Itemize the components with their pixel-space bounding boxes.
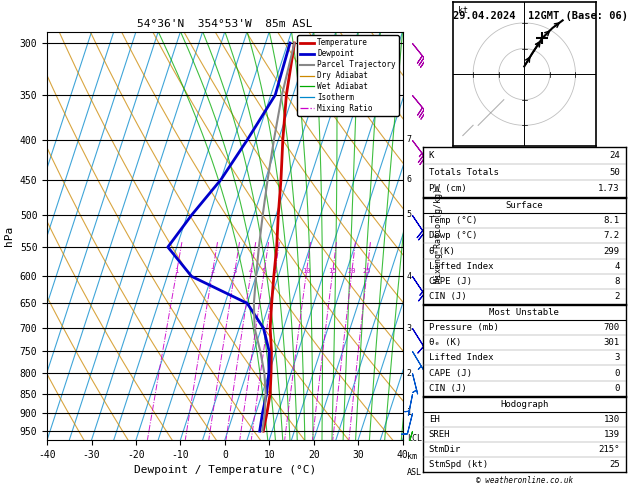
Text: 3: 3: [615, 353, 620, 363]
Text: 1: 1: [407, 408, 412, 417]
Text: 4: 4: [615, 261, 620, 271]
Text: Mixing Ratio (g/kg): Mixing Ratio (g/kg): [433, 188, 443, 283]
Text: StmSpd (kt): StmSpd (kt): [429, 460, 488, 469]
Text: Pressure (mb): Pressure (mb): [429, 323, 499, 332]
Text: 3: 3: [407, 324, 412, 333]
Text: 5: 5: [262, 268, 266, 274]
X-axis label: Dewpoint / Temperature (°C): Dewpoint / Temperature (°C): [134, 465, 316, 475]
Text: EH: EH: [429, 415, 440, 424]
Legend: Temperature, Dewpoint, Parcel Trajectory, Dry Adiabat, Wet Adiabat, Isotherm, Mi: Temperature, Dewpoint, Parcel Trajectory…: [297, 35, 399, 116]
Text: 24: 24: [609, 151, 620, 160]
Text: SREH: SREH: [429, 430, 450, 439]
Text: 2: 2: [210, 268, 214, 274]
Text: 0: 0: [615, 383, 620, 393]
Text: kt: kt: [458, 6, 468, 15]
Title: 54°36'N  354°53'W  85m ASL: 54°36'N 354°53'W 85m ASL: [137, 19, 313, 30]
Text: LCL: LCL: [407, 434, 422, 443]
Text: 3: 3: [232, 268, 237, 274]
Text: 215°: 215°: [598, 445, 620, 454]
Text: CIN (J): CIN (J): [429, 292, 467, 301]
Text: CAPE (J): CAPE (J): [429, 368, 472, 378]
Text: 299: 299: [604, 246, 620, 256]
Text: CAPE (J): CAPE (J): [429, 277, 472, 286]
Text: StmDir: StmDir: [429, 445, 461, 454]
Text: ASL: ASL: [407, 469, 422, 477]
Y-axis label: hPa: hPa: [4, 226, 14, 246]
Text: 25: 25: [362, 268, 371, 274]
Text: 0: 0: [615, 368, 620, 378]
Text: Lifted Index: Lifted Index: [429, 353, 493, 363]
Text: 8.1: 8.1: [604, 216, 620, 226]
Text: 139: 139: [604, 430, 620, 439]
Text: Totals Totals: Totals Totals: [429, 168, 499, 176]
Text: 29.04.2024  12GMT (Base: 06): 29.04.2024 12GMT (Base: 06): [453, 11, 628, 21]
Text: Temp (°C): Temp (°C): [429, 216, 477, 226]
Text: 1.73: 1.73: [598, 184, 620, 193]
Text: 301: 301: [604, 338, 620, 347]
Text: Lifted Index: Lifted Index: [429, 261, 493, 271]
Text: 2: 2: [407, 369, 412, 378]
Text: 700: 700: [604, 323, 620, 332]
Text: Dewp (°C): Dewp (°C): [429, 231, 477, 241]
Text: 7.2: 7.2: [604, 231, 620, 241]
Text: 5: 5: [407, 210, 412, 220]
Text: Surface: Surface: [506, 201, 543, 210]
Text: 15: 15: [328, 268, 337, 274]
Text: 7: 7: [407, 136, 412, 144]
Text: 6: 6: [407, 175, 412, 184]
Text: 10: 10: [302, 268, 311, 274]
Text: CIN (J): CIN (J): [429, 383, 467, 393]
Text: θₑ(K): θₑ(K): [429, 246, 455, 256]
Text: 2: 2: [615, 292, 620, 301]
Text: 8: 8: [615, 277, 620, 286]
Text: 4: 4: [248, 268, 253, 274]
Text: 50: 50: [609, 168, 620, 176]
Text: 1: 1: [174, 268, 179, 274]
Text: 4: 4: [407, 272, 412, 281]
Text: km: km: [407, 452, 417, 461]
Text: Hodograph: Hodograph: [500, 400, 548, 409]
Text: PW (cm): PW (cm): [429, 184, 467, 193]
Text: K: K: [429, 151, 434, 160]
Text: © weatheronline.co.uk: © weatheronline.co.uk: [476, 476, 573, 485]
Text: 25: 25: [609, 460, 620, 469]
Text: 6: 6: [272, 268, 277, 274]
Text: 20: 20: [347, 268, 356, 274]
Text: 130: 130: [604, 415, 620, 424]
Text: Most Unstable: Most Unstable: [489, 308, 559, 317]
Text: θₑ (K): θₑ (K): [429, 338, 461, 347]
